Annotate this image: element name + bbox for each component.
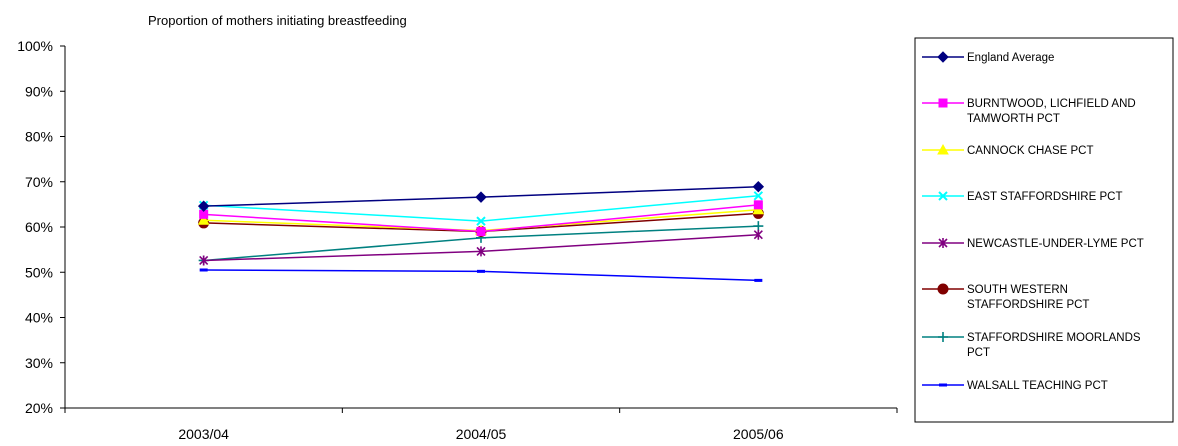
legend-item: BURNTWOOD, LICHFIELD AND TAMWORTH PCT — [922, 98, 1136, 125]
y-tick-label: 30% — [25, 355, 53, 371]
data-point — [939, 383, 947, 387]
y-tick-label: 20% — [25, 400, 53, 416]
legend-label: PCT — [967, 347, 990, 359]
series-dash — [199, 268, 763, 282]
data-point — [938, 332, 948, 342]
legend-label: EAST STAFFORDSHIRE PCT — [967, 191, 1122, 203]
legend-item: SOUTH WESTERN STAFFORDSHIRE PCT — [922, 283, 1089, 311]
data-point — [754, 278, 763, 282]
legend-label: NEWCASTLE-UNDER-LYME PCT — [967, 238, 1144, 250]
y-tick-label: 60% — [25, 219, 53, 235]
legend-label: SOUTH WESTERN — [967, 284, 1068, 296]
data-point — [937, 51, 949, 63]
legend-item: NEWCASTLE-UNDER-LYME PCT — [922, 238, 1144, 250]
legend-item: STAFFORDSHIRE MOORLANDS PCT — [922, 332, 1141, 359]
legend-item: EAST STAFFORDSHIRE PCT — [922, 191, 1122, 203]
data-point — [475, 191, 487, 203]
legend-label: BURNTWOOD, LICHFIELD AND — [967, 98, 1136, 110]
data-point — [937, 143, 949, 155]
series-diamond — [197, 181, 765, 212]
chart-title: Proportion of mothers initiating breastf… — [148, 13, 407, 28]
data-point — [476, 246, 486, 257]
legend-item: CANNOCK CHASE PCT — [922, 143, 1094, 157]
y-tick-label: 70% — [25, 174, 53, 190]
x-tick-label: 2004/05 — [456, 426, 507, 441]
x-tick-label: 2005/06 — [733, 426, 784, 441]
data-point — [938, 98, 948, 108]
data-point — [937, 283, 949, 295]
legend-label: STAFFORDSHIRE MOORLANDS — [967, 332, 1141, 344]
data-point — [197, 200, 210, 212]
legend-label: TAMWORTH PCT — [967, 113, 1060, 125]
legend-label: England Average — [967, 52, 1054, 64]
data-point — [752, 181, 765, 193]
y-tick-label: 80% — [25, 129, 53, 145]
legend-label: STAFFORDSHIRE PCT — [967, 299, 1089, 311]
series-layer — [197, 181, 765, 282]
data-point — [477, 269, 485, 273]
legend-box — [914, 37, 1174, 423]
legend-label: CANNOCK CHASE PCT — [967, 145, 1094, 157]
x-tick-label: 2003/04 — [178, 426, 229, 441]
data-point — [476, 227, 486, 237]
data-point — [199, 255, 209, 266]
y-tick-label: 100% — [17, 38, 53, 54]
legend: England Average BURNTWOOD, LICHFIELD AND T… — [914, 37, 1174, 423]
data-point — [753, 191, 764, 201]
legend-item: WALSALL TEACHING PCT — [922, 380, 1108, 392]
data-point — [938, 238, 948, 248]
y-tick-label: 90% — [25, 83, 53, 99]
series-asterisk — [199, 229, 763, 266]
y-tick-label: 40% — [25, 310, 53, 326]
data-point — [753, 200, 763, 210]
legend-item: England Average — [922, 51, 1054, 64]
data-point — [476, 216, 486, 226]
data-point — [753, 221, 764, 232]
y-tick-label: 50% — [25, 264, 53, 280]
data-point — [753, 229, 763, 240]
data-point — [938, 191, 948, 201]
axes: 20% 30% 40% 50% 60% 70% 80% 90% 100% 2003/04 2004/… — [17, 38, 898, 442]
data-point — [197, 214, 210, 225]
data-point — [199, 268, 208, 272]
legend-label: WALSALL TEACHING PCT — [967, 380, 1108, 392]
